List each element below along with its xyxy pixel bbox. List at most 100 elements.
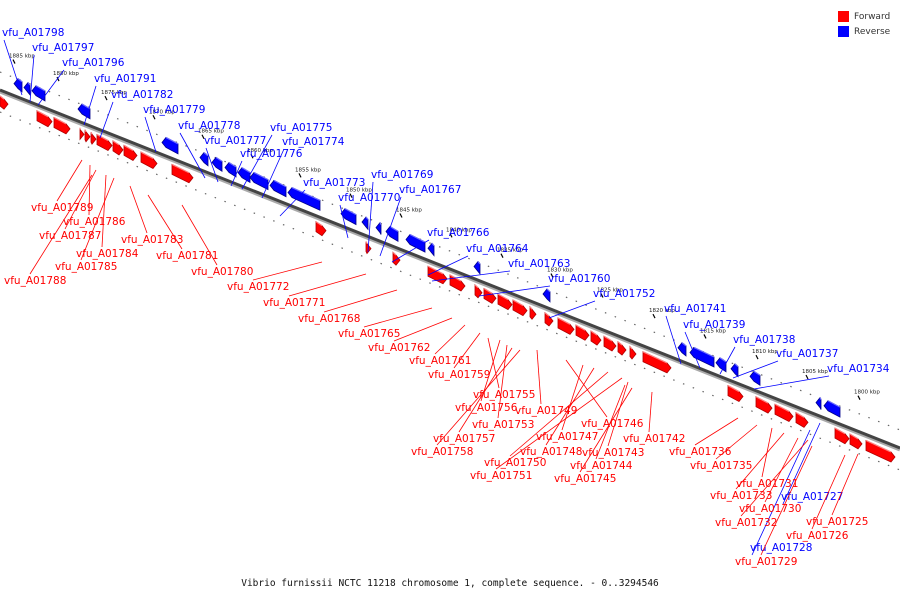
tick-mark [298, 173, 302, 178]
forward-gene [79, 127, 85, 141]
leader-line [665, 315, 682, 365]
leader-line [497, 344, 508, 419]
tick-mark [152, 114, 156, 120]
gene-label-vfu_A01787: vfu_A01787 [39, 230, 101, 242]
gene-label-vfu_A01733: vfu_A01733 [710, 490, 772, 502]
leader-line [487, 337, 500, 389]
gene-label-vfu_A01728: vfu_A01728 [750, 542, 812, 554]
gene-highlight [389, 226, 399, 232]
leader-line [751, 429, 811, 556]
gene-highlight [96, 134, 109, 142]
tick-mark [56, 76, 60, 82]
tick-label: 1850 kbp [346, 188, 372, 194]
leader-line [3, 39, 23, 96]
leader-line [391, 239, 430, 263]
leader-line [579, 387, 633, 473]
gene-highlight [273, 179, 287, 188]
tick-label: 1830 kbp [547, 268, 573, 274]
gene-highlight [865, 439, 892, 453]
leader-line [831, 453, 859, 516]
leader-line [205, 147, 219, 183]
gene-label-vfu_A01791: vfu_A01791 [94, 73, 156, 85]
tick-label: 1880 kbp [53, 71, 79, 77]
leader-line [565, 359, 608, 418]
leader-line [715, 424, 758, 460]
leader-line [684, 331, 701, 369]
gene-label-vfu_A01785: vfu_A01785 [55, 261, 117, 273]
gene-highlight [17, 78, 23, 83]
legend-forward-label: Forward [854, 11, 891, 22]
gene-highlight [681, 342, 687, 347]
gene-highlight [557, 317, 571, 325]
gene-highlight [90, 131, 93, 135]
gene-label-vfu_A01775: vfu_A01775 [270, 122, 332, 134]
leader-line [367, 181, 374, 253]
tick-mark [399, 213, 403, 218]
gene-highlight [512, 299, 524, 307]
gene-label-vfu_A01784: vfu_A01784 [76, 248, 139, 260]
gene-highlight [203, 152, 209, 157]
tick-label: 1835 kbp [497, 248, 523, 254]
legend-reverse-label: Reverse [854, 26, 891, 37]
forward-gene [112, 140, 124, 156]
leader-line [434, 324, 466, 355]
gene-highlight [629, 346, 633, 350]
leader-line [144, 116, 157, 153]
gene-highlight [497, 293, 509, 301]
leader-line [99, 101, 114, 139]
tick-label: 1885 kbp [9, 54, 35, 60]
gene-label-vfu_A01737: vfu_A01737 [776, 348, 838, 360]
leader-line [56, 159, 83, 202]
leader-line [230, 160, 243, 187]
gene-label-vfu_A01783: vfu_A01783 [121, 234, 183, 246]
gene-label-vfu_A01779: vfu_A01779 [143, 104, 205, 116]
gene-label-vfu_A01760: vfu_A01760 [548, 273, 610, 285]
gene-highlight [755, 396, 769, 404]
gene-highlight [819, 397, 822, 400]
gene-highlight [849, 433, 859, 440]
leader-line [64, 169, 97, 230]
gene-highlight [544, 312, 550, 317]
gene-highlight [590, 330, 598, 336]
gene-label-vfu_A01767: vfu_A01767 [399, 184, 461, 196]
leader-line [648, 391, 653, 433]
gene-highlight [474, 284, 479, 289]
gene-label-vfu_A01751: vfu_A01751 [470, 470, 532, 482]
forward-gene [544, 311, 554, 327]
tick-mark [805, 374, 809, 380]
gene-highlight [0, 95, 5, 100]
reverse-gene [237, 167, 251, 184]
tick-mark [500, 253, 504, 258]
gene-label-vfu_A01744: vfu_A01744 [570, 460, 633, 472]
gene-highlight [215, 156, 223, 162]
forward-gene [575, 324, 590, 341]
gene-label-vfu_A01789: vfu_A01789 [31, 202, 93, 214]
gene-label-vfu_A01771: vfu_A01771 [263, 297, 325, 309]
gene-label-vfu_A01757: vfu_A01757 [433, 433, 495, 445]
gene-highlight [693, 346, 715, 358]
gene-label-vfu_A01797: vfu_A01797 [32, 42, 94, 54]
tick-mark [12, 59, 16, 64]
gene-label-vfu_A01781: vfu_A01781 [156, 250, 218, 262]
gene-label-vfu_A01780: vfu_A01780 [191, 266, 253, 278]
gene-label-vfu_A01745: vfu_A01745 [554, 473, 616, 485]
leader-line [548, 300, 596, 319]
leader-line [252, 261, 323, 281]
leader-line [431, 270, 511, 282]
gene-label-vfu_A01776: vfu_A01776 [240, 148, 303, 160]
gene-label-vfu_A01762: vfu_A01762 [368, 342, 430, 354]
tick-label: 1845 kbp [396, 208, 422, 214]
tick-label: 1860 kbp [247, 148, 273, 154]
leader-line [782, 422, 821, 505]
tick-mark [104, 95, 108, 101]
leader-line [453, 332, 481, 369]
tick-mark [550, 273, 554, 278]
leader-line [607, 381, 629, 447]
leader-line [88, 164, 91, 216]
gene-label-vfu_A01761: vfu_A01761 [409, 355, 471, 367]
leader-line [478, 285, 551, 297]
gene-label-vfu_A01748: vfu_A01748 [520, 446, 582, 458]
tick-mark [600, 293, 604, 298]
gene-highlight [140, 151, 154, 159]
reverse-gene [749, 370, 761, 387]
